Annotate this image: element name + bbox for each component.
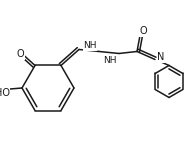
Text: HO: HO bbox=[0, 88, 10, 98]
Text: O: O bbox=[16, 49, 24, 59]
Text: NH: NH bbox=[103, 56, 117, 65]
Text: N: N bbox=[157, 52, 165, 62]
Text: O: O bbox=[139, 26, 147, 36]
Text: NH: NH bbox=[83, 41, 97, 50]
